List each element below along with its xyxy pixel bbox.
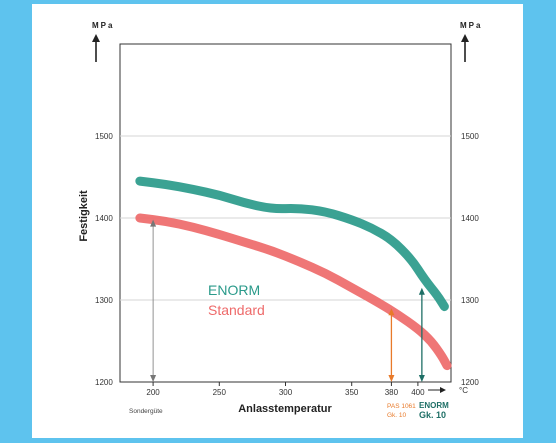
- grid-lines: [120, 135, 451, 301]
- marker-arrow-up-1: [388, 308, 395, 316]
- x-unit: °C: [459, 386, 468, 395]
- series-lines: [135, 176, 452, 371]
- x-tick-label-380: 380: [385, 388, 399, 397]
- enorm-grade-label-2: Gk. 10: [419, 410, 446, 420]
- y-tick-right-1300: 1300: [461, 296, 479, 305]
- x-tick-label-250: 250: [213, 388, 227, 397]
- marker-arrow-down-0: [150, 375, 157, 382]
- series-line-enorm: [135, 176, 449, 312]
- marker-arrow-down-2: [418, 375, 425, 382]
- legend-standard: Standard: [208, 302, 265, 318]
- y-ticks-left: 1200 1300 1400 1500: [95, 132, 113, 387]
- chart-frame: MPa MPa 1200 1300 1400 1500 1200 1300 1400 150…: [32, 4, 523, 438]
- y-tick-left-1500: 1500: [95, 132, 113, 141]
- y-tick-right-1400: 1400: [461, 214, 479, 223]
- marker-arrow-up-0: [150, 219, 157, 227]
- chart-area: MPa MPa 1200 1300 1400 1500 1200 1300 1400 150…: [32, 4, 523, 438]
- x-tick-label-300: 300: [279, 388, 293, 397]
- x-tick-label-200: 200: [146, 388, 160, 397]
- left-note: Sondergüte: [129, 408, 163, 415]
- y-tick-left-1400: 1400: [95, 214, 113, 223]
- unit-arrow-left-icon: [92, 34, 100, 62]
- value-markers: [150, 219, 425, 382]
- y-tick-right-1500: 1500: [461, 132, 479, 141]
- marker-arrow-down-1: [388, 375, 395, 382]
- y-axis-title: Festigkeit: [78, 190, 90, 242]
- pas-label-1: PAS 1061: [387, 403, 416, 410]
- unit-arrow-right-icon: [461, 34, 469, 62]
- strength-temperature-chart: MPa MPa 1200 1300 1400 1500 1200 1300 1400 150…: [78, 21, 482, 420]
- y-unit-left: MPa: [92, 21, 114, 30]
- y-unit-right: MPa: [460, 21, 482, 30]
- x-ticks: 200 250 300 350 380 400: [146, 382, 425, 397]
- marker-arrow-up-2: [418, 287, 425, 295]
- x-axis-title: Anlasstemperatur: [238, 403, 332, 415]
- x-axis-arrow-icon: [428, 387, 446, 393]
- enorm-grade-label-1: ENORM: [419, 401, 449, 410]
- legend-enorm: ENORM: [208, 282, 260, 298]
- y-tick-left-1300: 1300: [95, 296, 113, 305]
- y-tick-left-1200: 1200: [95, 378, 113, 387]
- series-line-standard: [135, 213, 452, 371]
- y-ticks-right: 1200 1300 1400 1500: [461, 132, 479, 387]
- x-tick-label-350: 350: [345, 388, 359, 397]
- x-tick-label-400: 400: [411, 388, 425, 397]
- pas-label-2: Gk. 10: [387, 412, 407, 419]
- y-tick-right-1200: 1200: [461, 378, 479, 387]
